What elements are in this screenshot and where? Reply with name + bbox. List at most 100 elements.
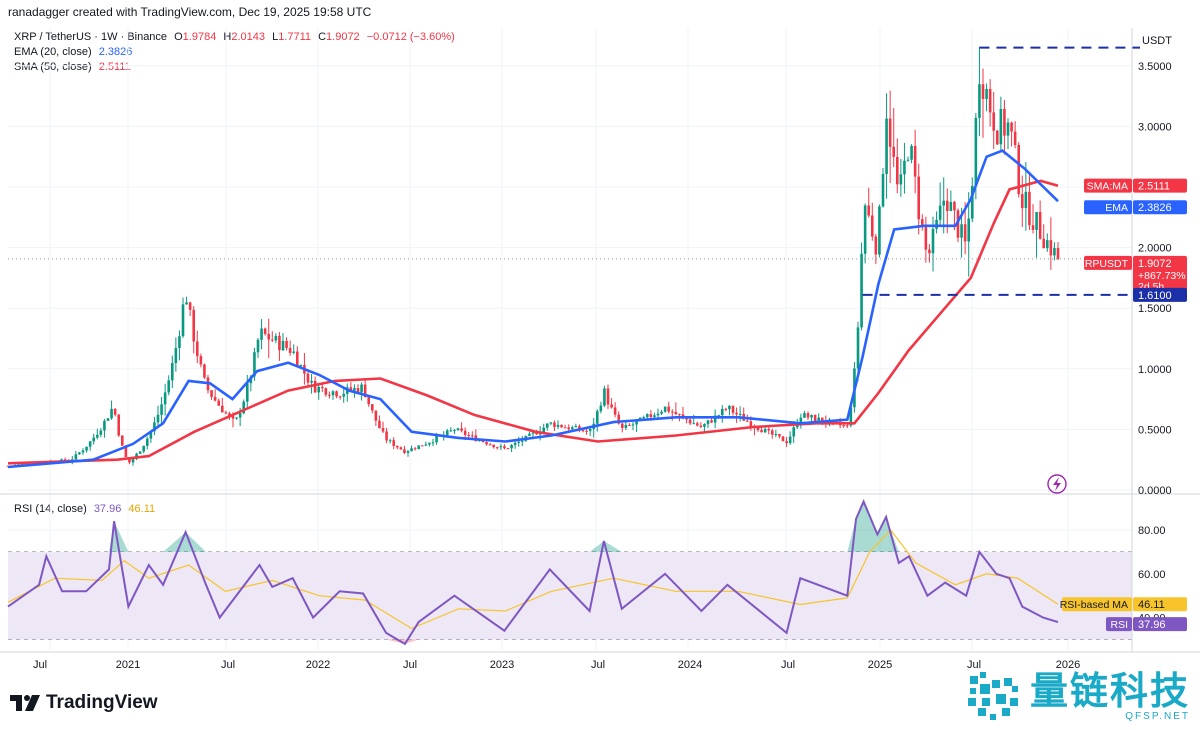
symbol-tag-value-box[interactable]	[1133, 255, 1187, 292]
rsi-line[interactable]	[7, 498, 1059, 646]
candle-body	[245, 383, 249, 402]
support-value-box[interactable]	[1133, 287, 1187, 302]
candle-body	[906, 159, 910, 161]
rsi-label-box[interactable]	[1106, 617, 1132, 632]
candle-body	[445, 430, 449, 435]
candle-body	[295, 351, 299, 367]
rsi-ma-value-box[interactable]	[1133, 597, 1187, 612]
candle-body	[235, 417, 238, 419]
watermark-text: 量链科技	[1029, 668, 1190, 713]
candle-body	[992, 112, 996, 131]
candle-body	[349, 387, 353, 391]
candle-body	[567, 427, 571, 430]
rsi-ma-line[interactable]	[7, 529, 1059, 630]
candle-body	[756, 427, 760, 431]
candle-body	[481, 440, 485, 443]
candle-body	[1049, 240, 1053, 256]
candle-body	[278, 335, 281, 351]
sma-legend-value: 2.5111	[98, 61, 131, 73]
close-label: C	[318, 31, 327, 43]
candle-body	[324, 388, 328, 395]
candle-body	[310, 380, 313, 383]
candle-body	[1031, 225, 1035, 230]
candle-body	[395, 445, 399, 448]
candle-body	[1035, 212, 1038, 230]
price-chart[interactable]: USDT3.50003.00002.50002.00001.50001.0000…	[0, 0, 1200, 690]
candle-body	[1056, 247, 1060, 259]
candle-body	[817, 417, 821, 422]
candle-body	[195, 341, 199, 357]
candle-body	[281, 340, 285, 351]
sma-tag-value-box[interactable]	[1133, 178, 1187, 193]
tradingview-logo-icon	[10, 695, 40, 711]
candle-body	[610, 404, 613, 408]
ema-legend-label: EMA (20, close)	[14, 46, 92, 58]
candle-body	[731, 405, 735, 413]
symbol-tag-label-box[interactable]	[1084, 255, 1132, 270]
candle-body	[270, 339, 274, 341]
candle-body	[560, 424, 563, 428]
candle-body	[467, 435, 471, 437]
tradingview-logo[interactable]: TradingView	[10, 692, 158, 714]
candle-body	[660, 411, 663, 414]
sma-legend[interactable]: SMA (50, close) 2.5111	[14, 61, 131, 73]
candle-body	[263, 328, 267, 334]
candle-body	[713, 415, 717, 423]
candle-body	[328, 394, 331, 396]
candle-body	[1053, 247, 1056, 256]
support-value-text: 1.6100	[1138, 290, 1172, 302]
candle-body	[949, 201, 953, 212]
candle-body	[799, 417, 803, 425]
candle-body	[749, 421, 753, 427]
sma-tag-label-box[interactable]	[1084, 178, 1132, 193]
ema-legend[interactable]: EMA (20, close) 2.3826	[14, 46, 132, 58]
candle-body	[174, 348, 178, 364]
candle-body	[517, 441, 521, 443]
symbol-label[interactable]: XRP / TetherUS · 1W · Binance	[14, 31, 168, 43]
candle-body	[581, 430, 585, 432]
symbol-tag-value-text: 1.9072	[1138, 258, 1172, 270]
candle-body	[849, 407, 853, 426]
ema-tag-label-box[interactable]	[1084, 200, 1132, 215]
candle-body	[103, 420, 106, 431]
rsi-legend[interactable]: RSI (14, close) 37.96 46.11	[14, 503, 155, 515]
candle-body	[531, 432, 535, 434]
time-tick-label: Jul	[221, 659, 235, 671]
candles	[6, 46, 1060, 468]
bolt-icon[interactable]	[1047, 474, 1067, 494]
rsi-ma-label-box[interactable]	[1062, 597, 1132, 612]
time-tick-label: Jul	[33, 659, 47, 671]
candle-body	[674, 412, 678, 415]
candle-body	[778, 434, 781, 437]
candle-body	[128, 457, 131, 463]
ema-tag-value-box[interactable]	[1133, 200, 1187, 215]
candle-body	[192, 309, 196, 342]
candle-body	[878, 206, 881, 255]
candle-body	[1006, 122, 1010, 136]
candle-body	[974, 117, 978, 186]
time-tick-label: 2025	[868, 659, 892, 671]
ema-line[interactable]	[7, 149, 1059, 469]
candle-body	[420, 445, 424, 447]
candle-body	[735, 412, 738, 415]
candle-body	[145, 438, 149, 446]
price-tags: SMA:MA 2.5111 EMA 2.3826 XRPUSDT 1.9072+867.7…	[1060, 178, 1187, 632]
candle-body	[63, 459, 67, 461]
open-value: 1.9784	[182, 31, 217, 43]
sma-line[interactable]	[7, 179, 1059, 465]
price-axis-currency[interactable]: USDT	[1142, 35, 1172, 47]
candle-body	[160, 404, 163, 415]
candle-body	[781, 436, 785, 442]
candle-body	[928, 249, 931, 254]
candle-body	[967, 218, 971, 242]
candle-body	[535, 432, 538, 435]
candle-body	[631, 424, 635, 426]
candle-body	[317, 386, 321, 393]
sma-tag-label-text: SMA:MA	[1087, 181, 1128, 193]
time-tick-label: Jul	[591, 659, 605, 671]
rsi-value-box[interactable]	[1133, 617, 1187, 632]
candle-body	[935, 219, 938, 229]
candle-body	[720, 408, 724, 416]
candle-body	[770, 430, 774, 435]
close-value: 1.9072	[326, 31, 360, 43]
